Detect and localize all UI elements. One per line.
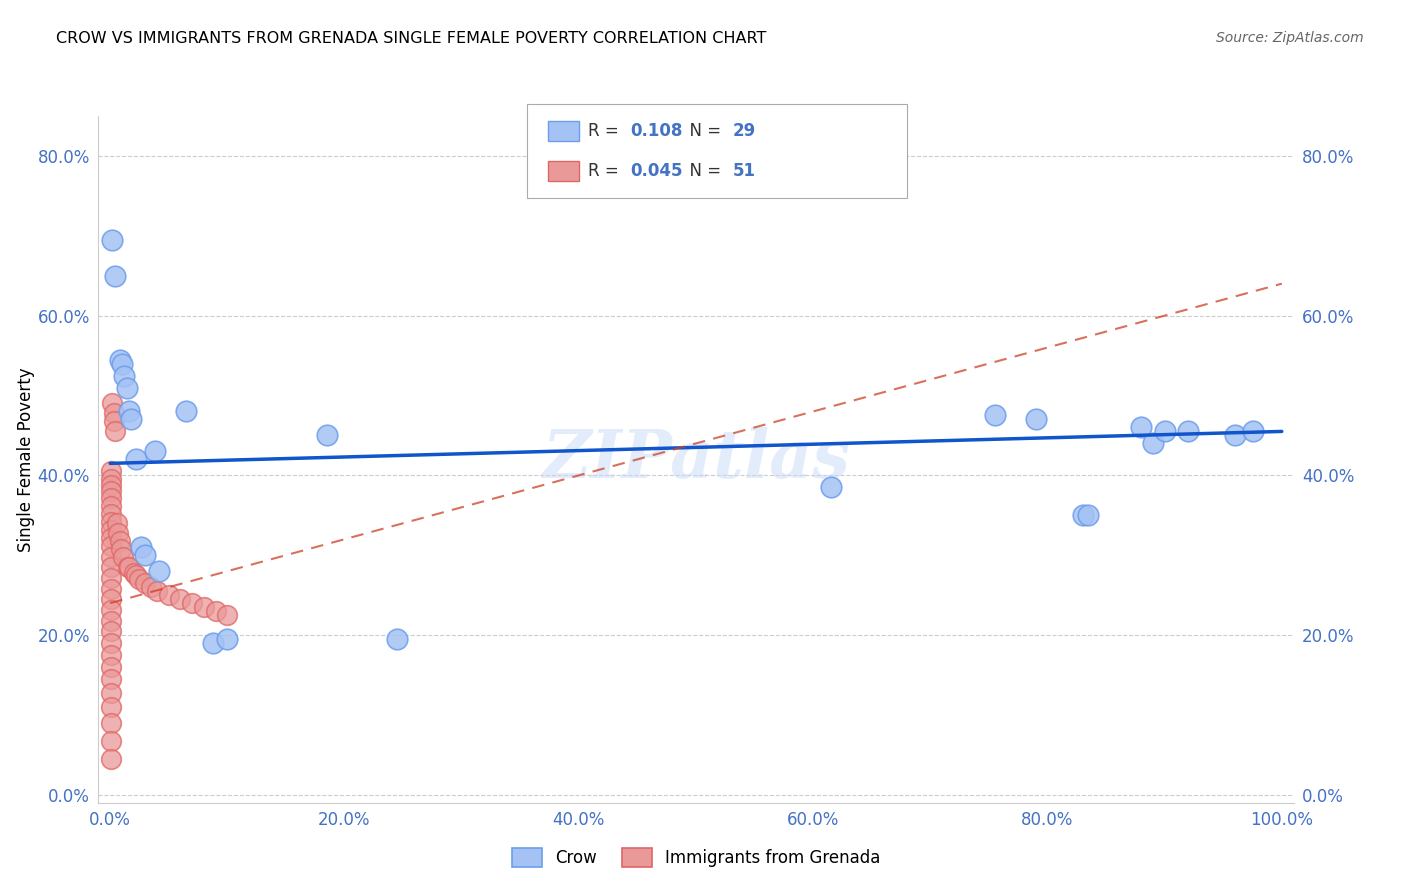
Text: ZIPatlas: ZIPatlas <box>543 427 849 491</box>
Point <box>100 523 122 537</box>
Point <box>122 566 145 580</box>
Point <box>204 604 226 618</box>
Point <box>100 624 122 639</box>
Point <box>100 478 122 492</box>
Text: 0.045: 0.045 <box>630 162 682 180</box>
Point <box>100 672 122 686</box>
Point <box>1142 436 1164 450</box>
Point <box>129 540 152 554</box>
Point <box>169 592 191 607</box>
Point <box>128 572 150 586</box>
Point <box>134 576 156 591</box>
Point <box>100 464 122 478</box>
Legend: Crow, Immigrants from Grenada: Crow, Immigrants from Grenada <box>505 841 887 873</box>
Y-axis label: Single Female Poverty: Single Female Poverty <box>17 368 35 551</box>
Point <box>100 614 122 628</box>
Point <box>100 582 122 596</box>
Point <box>125 568 148 582</box>
Text: 51: 51 <box>733 162 755 180</box>
Point <box>118 560 141 574</box>
Point <box>110 541 132 556</box>
Point <box>385 632 409 646</box>
Text: N =: N = <box>679 162 727 180</box>
Point <box>143 444 166 458</box>
Point <box>1153 425 1175 439</box>
Point <box>125 452 148 467</box>
Point <box>148 564 170 578</box>
Point <box>100 515 122 529</box>
Text: R =: R = <box>588 162 624 180</box>
Point <box>217 632 239 646</box>
Point <box>100 700 122 714</box>
Point <box>984 409 1007 423</box>
Point <box>100 592 122 607</box>
Point <box>101 396 124 410</box>
Point <box>100 715 122 730</box>
Point <box>100 685 122 699</box>
Point <box>100 484 122 499</box>
Point <box>1077 508 1099 523</box>
Point <box>107 525 129 540</box>
Point <box>157 588 180 602</box>
Point <box>316 428 339 442</box>
Point <box>100 752 122 766</box>
Point <box>820 480 842 494</box>
Point <box>100 491 122 505</box>
Point <box>1071 508 1094 523</box>
Point <box>100 733 122 747</box>
Point <box>100 549 122 564</box>
Point <box>1241 425 1264 439</box>
Text: Source: ZipAtlas.com: Source: ZipAtlas.com <box>1216 31 1364 45</box>
Point <box>104 268 127 283</box>
Point <box>100 560 122 574</box>
Point <box>108 352 131 367</box>
Point <box>134 548 156 562</box>
Point <box>111 357 134 371</box>
Point <box>100 499 122 513</box>
Point <box>100 472 122 486</box>
Text: CROW VS IMMIGRANTS FROM GRENADA SINGLE FEMALE POVERTY CORRELATION CHART: CROW VS IMMIGRANTS FROM GRENADA SINGLE F… <box>56 31 766 46</box>
Point <box>112 549 135 564</box>
Point <box>146 584 169 599</box>
Point <box>193 600 215 615</box>
Point <box>141 580 163 594</box>
Point <box>181 596 204 610</box>
Text: N =: N = <box>679 122 727 140</box>
Point <box>101 233 124 247</box>
Point <box>103 414 125 428</box>
Point <box>1025 412 1047 426</box>
Point <box>1223 428 1246 442</box>
Point <box>217 608 239 623</box>
Point <box>100 571 122 585</box>
Point <box>100 660 122 674</box>
Point <box>1177 425 1199 439</box>
Point <box>118 404 141 418</box>
Point <box>105 516 128 531</box>
Text: 29: 29 <box>733 122 756 140</box>
Point <box>115 380 138 394</box>
Text: 0.108: 0.108 <box>630 122 682 140</box>
Point <box>100 636 122 650</box>
Point <box>120 412 142 426</box>
Point <box>117 560 139 574</box>
Point <box>202 636 225 650</box>
Point <box>1130 420 1153 434</box>
Point <box>112 368 135 383</box>
Point <box>103 406 125 420</box>
Point <box>100 648 122 662</box>
Point <box>100 507 122 521</box>
Point <box>104 425 127 439</box>
Point <box>100 539 122 553</box>
Text: R =: R = <box>588 122 624 140</box>
Point <box>108 533 131 548</box>
Point <box>100 531 122 545</box>
Point <box>100 602 122 616</box>
Point <box>176 404 198 418</box>
